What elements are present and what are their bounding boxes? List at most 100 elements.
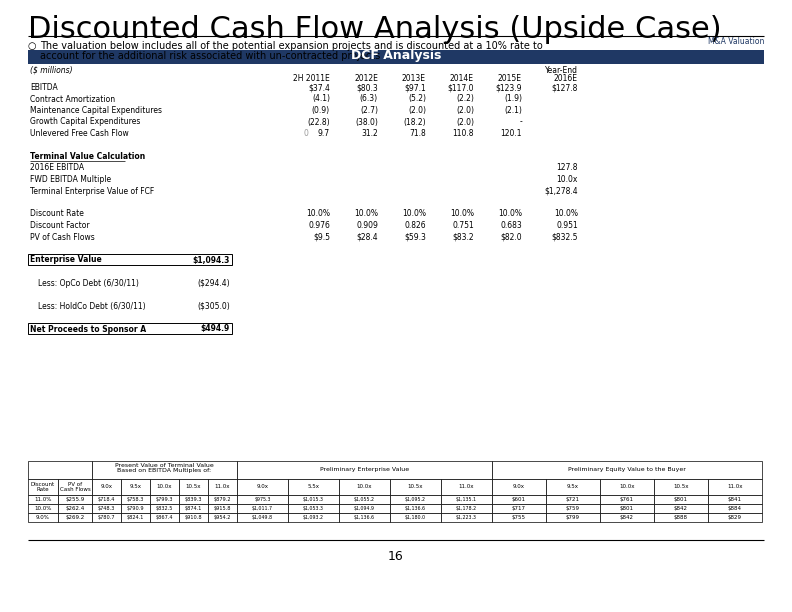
- Text: $1,180.0: $1,180.0: [405, 515, 426, 520]
- Text: (2.0): (2.0): [408, 106, 426, 115]
- Bar: [92, 504, 121, 513]
- Text: $755: $755: [512, 515, 526, 520]
- Text: 31.2: 31.2: [361, 129, 378, 138]
- Text: $718.4: $718.4: [98, 497, 115, 502]
- Text: Less: HoldCo Debt (6/30/11): Less: HoldCo Debt (6/30/11): [38, 302, 146, 310]
- Text: $954.2: $954.2: [214, 515, 231, 520]
- Bar: [28, 323, 232, 334]
- Bar: [208, 513, 237, 522]
- Text: Year-End: Year-End: [545, 66, 578, 75]
- Text: 0.909: 0.909: [356, 221, 378, 230]
- Text: $82.0: $82.0: [501, 233, 522, 242]
- Bar: [150, 495, 179, 504]
- Text: (6.3): (6.3): [360, 94, 378, 103]
- Bar: [492, 513, 546, 522]
- Bar: [546, 504, 600, 513]
- Bar: [28, 479, 58, 495]
- Text: 10.0%: 10.0%: [354, 209, 378, 218]
- Text: M&A Valuation: M&A Valuation: [707, 37, 764, 46]
- Text: (0.9): (0.9): [312, 106, 330, 115]
- Bar: [28, 513, 58, 522]
- Bar: [28, 253, 232, 265]
- Text: (5.2): (5.2): [408, 94, 426, 103]
- Bar: [390, 479, 441, 495]
- Bar: [708, 504, 762, 513]
- Text: Discounted Cash Flow Analysis (Upside Case): Discounted Cash Flow Analysis (Upside Ca…: [28, 15, 722, 44]
- Text: $1,136.6: $1,136.6: [405, 506, 426, 511]
- Text: 10.0%: 10.0%: [450, 209, 474, 218]
- Text: (2.0): (2.0): [456, 106, 474, 115]
- Text: $28.4: $28.4: [356, 233, 378, 242]
- Text: $758.3: $758.3: [127, 497, 144, 502]
- Text: 10.5x: 10.5x: [673, 485, 689, 490]
- Text: $1,178.2: $1,178.2: [456, 506, 477, 511]
- Bar: [58, 513, 92, 522]
- Text: $801: $801: [620, 506, 634, 511]
- Text: $801: $801: [674, 497, 688, 502]
- Bar: [288, 504, 339, 513]
- Text: $9.5: $9.5: [313, 233, 330, 242]
- Bar: [546, 513, 600, 522]
- Text: 11.0x: 11.0x: [727, 485, 743, 490]
- Text: $97.1: $97.1: [404, 83, 426, 92]
- Text: account for the additional risk associated with un-contracted projects: account for the additional risk associat…: [40, 51, 380, 61]
- Bar: [654, 495, 708, 504]
- Text: $1,278.4: $1,278.4: [544, 187, 578, 195]
- Text: $1,136.6: $1,136.6: [354, 515, 375, 520]
- Text: 0.951: 0.951: [556, 221, 578, 230]
- Text: Less: OpCo Debt (6/30/11): Less: OpCo Debt (6/30/11): [38, 278, 139, 288]
- Bar: [28, 461, 92, 479]
- Text: $842: $842: [674, 506, 688, 511]
- Text: $799.3: $799.3: [156, 497, 173, 502]
- Text: $874.1: $874.1: [185, 506, 202, 511]
- Text: 2013E: 2013E: [402, 74, 426, 83]
- Text: 120.1: 120.1: [501, 129, 522, 138]
- Text: 9.7: 9.7: [318, 129, 330, 138]
- Bar: [339, 495, 390, 504]
- Text: $780.7: $780.7: [97, 515, 116, 520]
- Bar: [339, 504, 390, 513]
- Text: 10.0x: 10.0x: [619, 485, 634, 490]
- Text: 9.0x: 9.0x: [101, 485, 112, 490]
- Text: $1,094.9: $1,094.9: [354, 506, 375, 511]
- Bar: [237, 495, 288, 504]
- Text: ($ millions): ($ millions): [30, 66, 73, 75]
- Bar: [654, 504, 708, 513]
- Bar: [600, 479, 654, 495]
- Text: 9.0x: 9.0x: [257, 485, 268, 490]
- Text: ($294.4): ($294.4): [197, 278, 230, 288]
- Bar: [208, 479, 237, 495]
- Text: $839.3: $839.3: [185, 497, 202, 502]
- Text: 10.0%: 10.0%: [498, 209, 522, 218]
- Text: 0: 0: [303, 129, 308, 138]
- Text: (2.7): (2.7): [360, 106, 378, 115]
- Text: 10.5x: 10.5x: [186, 485, 201, 490]
- Bar: [546, 479, 600, 495]
- Text: $721: $721: [566, 497, 580, 502]
- Text: 0.751: 0.751: [452, 221, 474, 230]
- Text: $867.4: $867.4: [156, 515, 173, 520]
- Text: 5.5x: 5.5x: [307, 485, 319, 490]
- Text: FWD EBITDA Multiple: FWD EBITDA Multiple: [30, 175, 111, 184]
- Bar: [121, 495, 150, 504]
- Bar: [58, 504, 92, 513]
- Bar: [121, 504, 150, 513]
- Text: 2012E: 2012E: [354, 74, 378, 83]
- Text: 71.8: 71.8: [409, 129, 426, 138]
- Text: $127.8: $127.8: [551, 83, 578, 92]
- Text: -: -: [520, 118, 522, 127]
- Text: 2014E: 2014E: [450, 74, 474, 83]
- Text: Preliminary Equity Value to the Buyer: Preliminary Equity Value to the Buyer: [568, 468, 686, 472]
- Text: $910.8: $910.8: [185, 515, 202, 520]
- Bar: [492, 495, 546, 504]
- Text: 10.0%: 10.0%: [34, 506, 51, 511]
- Text: Discount Rate: Discount Rate: [30, 209, 84, 218]
- Text: $494.9: $494.9: [200, 324, 230, 334]
- Bar: [492, 461, 762, 479]
- Bar: [150, 479, 179, 495]
- Bar: [654, 479, 708, 495]
- Bar: [492, 479, 546, 495]
- Bar: [654, 513, 708, 522]
- Text: $37.4: $37.4: [308, 83, 330, 92]
- Text: $1,055.2: $1,055.2: [354, 497, 375, 502]
